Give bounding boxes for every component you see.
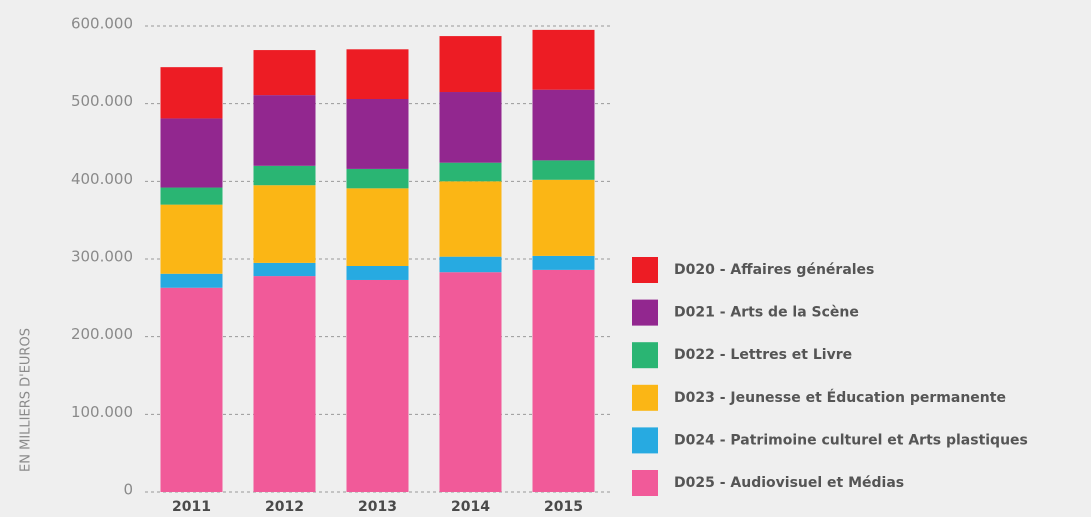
legend-label: D025 - Audiovisuel et Médias xyxy=(674,475,904,491)
y-tick-label: 0 xyxy=(123,481,133,499)
legend-label: D024 - Patrimoine culturel et Arts plast… xyxy=(674,432,1028,448)
bar-segment xyxy=(532,179,595,256)
bar-segment xyxy=(532,269,595,492)
bar-segment xyxy=(532,89,595,161)
x-tick-label: 2013 xyxy=(358,499,397,515)
bar-segment xyxy=(439,181,502,257)
y-tick-label: 300.000 xyxy=(71,248,133,266)
x-tick-label: 2011 xyxy=(172,499,211,515)
bar-segment xyxy=(439,162,502,182)
bar-segment xyxy=(346,265,409,280)
legend-label: D021 - Arts de la Scène xyxy=(674,305,859,321)
y-tick-label: 600.000 xyxy=(71,15,133,33)
bar-segment xyxy=(532,255,595,270)
bar-segment xyxy=(532,29,595,90)
legend-swatch xyxy=(632,427,658,454)
x-tick-label: 2015 xyxy=(544,499,583,515)
bar-segment xyxy=(253,50,316,96)
bar-segment xyxy=(253,165,316,186)
bar-segment xyxy=(160,204,223,274)
legend-swatch xyxy=(632,470,658,496)
x-tick-label: 2014 xyxy=(451,499,490,515)
bar-segment xyxy=(253,95,316,166)
bar-segment xyxy=(253,276,316,492)
legend-swatch xyxy=(632,299,658,326)
bar-segment xyxy=(439,92,502,163)
bar-segment xyxy=(346,168,409,189)
bar-segment xyxy=(160,67,223,119)
bar-segment xyxy=(253,185,316,263)
bar-segment xyxy=(160,118,223,188)
legend-label: D022 - Lettres et Livre xyxy=(674,347,852,363)
legend-label: D023 - Jeunesse et Éducation permanente xyxy=(674,389,1006,406)
bar-segment xyxy=(439,272,502,492)
bar-segment xyxy=(160,273,223,288)
legend-label: D020 - Affaires générales xyxy=(674,262,874,278)
bar-segment xyxy=(346,279,409,492)
x-tick-label: 2012 xyxy=(265,499,304,515)
bar-segment xyxy=(439,36,502,93)
bar-segment xyxy=(532,160,595,180)
legend-swatch xyxy=(632,384,658,411)
bar-segment xyxy=(346,188,409,266)
y-tick-label: 400.000 xyxy=(71,170,133,188)
bar-segment xyxy=(346,49,409,100)
bar-segment xyxy=(439,256,502,273)
y-tick-label: 100.000 xyxy=(71,403,133,421)
y-axis-label: EN MILLIERS D'EUROS xyxy=(19,328,34,472)
bar-segment xyxy=(160,187,223,205)
legend-swatch xyxy=(632,257,658,283)
bar-segment xyxy=(346,99,409,169)
bar-segment xyxy=(160,287,223,492)
bar-segment xyxy=(253,262,316,277)
y-tick-label: 200.000 xyxy=(71,325,133,343)
legend-swatch xyxy=(632,342,658,369)
y-tick-label: 500.000 xyxy=(71,92,133,110)
